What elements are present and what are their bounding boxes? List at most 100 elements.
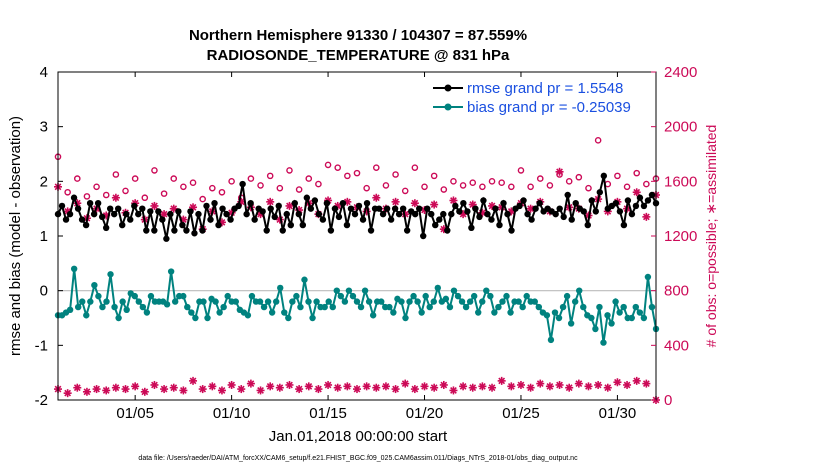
obs-possible-marker — [286, 167, 293, 174]
rmse-point — [106, 205, 114, 212]
star-stroke — [392, 198, 399, 206]
bias-point — [103, 298, 110, 305]
star-stroke — [633, 188, 641, 196]
obs-assimilated-marker — [266, 197, 275, 206]
star-stroke — [64, 208, 72, 215]
bias-point — [563, 292, 571, 300]
bias-point — [648, 303, 656, 311]
obs-lowcount-marker — [353, 385, 361, 394]
bias-point — [442, 295, 450, 303]
bias-point — [470, 292, 478, 300]
bias-point — [483, 287, 490, 294]
rmse-point — [207, 216, 214, 223]
rmse-point — [167, 210, 174, 218]
bias-point — [184, 303, 191, 311]
star-stroke — [478, 382, 486, 390]
obs-lowcount-marker — [63, 389, 72, 398]
rmse-point — [110, 210, 118, 218]
rmse-point — [331, 205, 339, 212]
bias-point — [604, 312, 611, 319]
bias-point — [95, 292, 102, 300]
obs-possible-marker — [334, 164, 342, 171]
star-stroke — [160, 210, 168, 218]
rmse-point — [283, 210, 290, 218]
rmse-point — [616, 208, 624, 215]
rmse-point — [70, 194, 78, 201]
rmse-point — [580, 208, 587, 215]
obs-lowcount-marker — [324, 380, 333, 389]
obs-lowcount-marker — [208, 382, 217, 391]
y-tick-label: -1 — [35, 337, 48, 354]
rmse-point — [251, 216, 258, 223]
star-stroke — [324, 381, 332, 389]
obs-possible-marker — [160, 190, 168, 197]
rmse-point — [187, 208, 194, 215]
rmse-point — [307, 205, 315, 212]
bias-point — [192, 314, 199, 322]
rmse-point — [524, 210, 531, 218]
y-axis-label-right: # of obs: o=possible; ∗=assimilated — [703, 125, 719, 348]
rmse-point — [299, 221, 307, 229]
rmse-point — [588, 197, 595, 204]
obs-possible-marker — [276, 184, 284, 192]
y-tick-label-right: 400 — [664, 337, 689, 354]
bias-point — [264, 298, 272, 305]
bias-point — [414, 298, 421, 305]
star-stroke — [382, 382, 390, 390]
obs-possible-marker — [392, 171, 399, 178]
obs-assimilated-marker — [642, 212, 651, 221]
star-stroke — [237, 385, 245, 393]
bias-point — [293, 292, 300, 300]
rmse-point — [94, 200, 102, 207]
legend-bias-label: bias grand pr = -0.25039 — [467, 99, 631, 116]
y-tick-label-right: 800 — [664, 283, 689, 300]
rmse-point — [403, 227, 411, 234]
obs-lowcount-marker — [613, 378, 622, 387]
bias-point — [224, 292, 231, 300]
rmse-point — [235, 202, 242, 210]
rmse-point — [335, 213, 343, 221]
star-stroke — [527, 384, 535, 392]
rmse-point — [175, 208, 182, 215]
obs-assimilated-marker — [285, 201, 294, 210]
bias-point — [547, 336, 555, 344]
bias-point — [281, 309, 288, 316]
star-stroke — [469, 201, 477, 208]
bias-point — [325, 298, 332, 305]
bias-point — [200, 298, 207, 305]
rmse-point — [424, 205, 431, 212]
star-stroke — [170, 384, 178, 392]
rmse-point — [620, 221, 628, 229]
bias-point — [491, 309, 498, 316]
obs-possible-marker — [247, 175, 255, 182]
rmse-point — [640, 202, 648, 210]
star-stroke — [64, 389, 72, 397]
bias-point — [523, 292, 530, 300]
bias-point — [390, 309, 397, 316]
bias-point — [418, 309, 425, 316]
rmse-point — [90, 210, 98, 218]
y-tick-label-right: 2400 — [664, 64, 697, 81]
star-stroke — [556, 381, 563, 389]
star-stroke — [392, 385, 399, 393]
plot-area — [54, 137, 660, 404]
star-stroke — [93, 385, 100, 393]
bias-point — [462, 303, 470, 311]
rmse-point — [359, 216, 367, 223]
rmse-point — [171, 227, 178, 234]
bias-point — [612, 298, 619, 305]
bias-point — [285, 314, 292, 322]
bias-point — [256, 298, 264, 305]
star-stroke — [83, 388, 91, 396]
star-stroke — [604, 384, 612, 392]
rmse-point — [584, 221, 591, 229]
bias-point — [139, 303, 147, 311]
obs-possible-marker — [73, 175, 81, 182]
obs-lowcount-marker — [314, 385, 323, 394]
rmse-point — [195, 210, 202, 218]
rmse-point — [624, 197, 632, 204]
y-tick-label: 1 — [40, 228, 48, 245]
x-tick-label: 01/10 — [213, 405, 251, 422]
rmse-point — [596, 189, 604, 196]
obs-lowcount-marker — [623, 380, 632, 389]
